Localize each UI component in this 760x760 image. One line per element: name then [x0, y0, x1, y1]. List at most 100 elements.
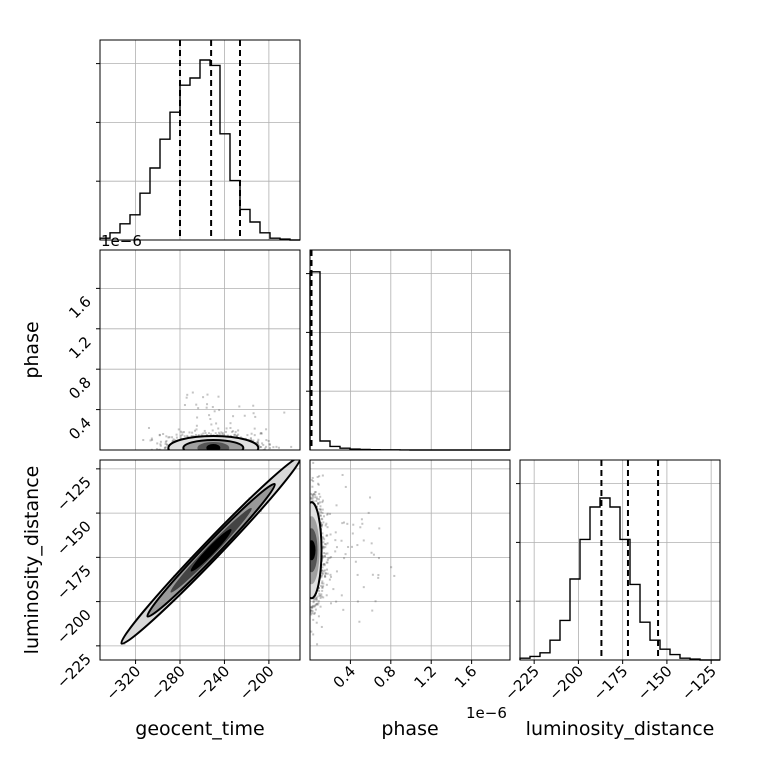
- panel-phase-vs-luminosity-distance-point: [332, 588, 335, 591]
- hist-panel-luminosity-distance-step: [519, 497, 720, 661]
- panel-phase-vs-luminosity-distance-point: [351, 545, 354, 548]
- panel-phase-vs-luminosity-distance-point: [314, 491, 317, 494]
- panel-phase-vs-luminosity-distance-point: [310, 609, 313, 612]
- panel-phase-vs-luminosity-distance-point: [317, 502, 320, 505]
- panel-geocent-time-vs-phase-point: [218, 409, 221, 412]
- panel-geocent-time-vs-phase-point: [197, 407, 200, 410]
- panel-phase-vs-luminosity-distance-point: [325, 594, 328, 597]
- x-tick-label-phase: 0.8: [370, 662, 400, 692]
- panel-phase-vs-luminosity-distance-point: [322, 547, 325, 550]
- panel-phase-vs-luminosity-distance-point: [324, 546, 327, 549]
- panel-phase-vs-luminosity-distance-point: [344, 485, 347, 488]
- panel-geocent-time-vs-phase-point: [211, 405, 214, 408]
- panel-geocent-time-vs-phase-point: [225, 427, 228, 430]
- y-tick-label-luminosity-distance: −200: [53, 606, 95, 648]
- panel-phase-vs-luminosity-distance-point: [319, 521, 322, 524]
- panel-geocent-time-vs-phase-point: [272, 446, 275, 449]
- panel-phase-vs-luminosity-distance-point: [311, 494, 314, 497]
- y-tick-label-luminosity-distance: −150: [53, 517, 95, 559]
- panel-phase-vs-luminosity-distance-point: [335, 504, 338, 507]
- panel-phase-vs-luminosity-distance-point: [323, 563, 326, 566]
- panel-phase-vs-luminosity-distance-point: [341, 473, 344, 476]
- y-axis-label-luminosity-distance: luminosity_distance: [21, 466, 43, 655]
- panel-phase-vs-luminosity-distance-point: [326, 513, 329, 516]
- panel-phase-vs-luminosity-distance-point: [322, 582, 325, 585]
- x-tick-label-luminosity-distance: −175: [590, 662, 632, 704]
- panel-geocent-time-vs-phase-point: [268, 443, 271, 446]
- panel-geocent-time-vs-phase-point: [268, 447, 271, 450]
- panel-geocent-time-vs-phase-point: [194, 433, 197, 436]
- panel-phase-vs-luminosity-distance-point: [321, 569, 324, 572]
- panel-phase-vs-luminosity-distance-point: [328, 578, 331, 581]
- panel-geocent-time-vs-phase-point: [186, 435, 189, 438]
- panel-geocent-time-vs-phase-point: [277, 446, 280, 449]
- panel-geocent-time-vs-phase-point: [159, 444, 162, 447]
- panel-phase-vs-luminosity-distance-point: [315, 603, 318, 606]
- panel-phase-vs-luminosity-distance-point: [315, 500, 318, 503]
- panel-geocent-time-vs-phase-point: [259, 432, 262, 435]
- panel-geocent-time-vs-phase-point: [200, 433, 203, 436]
- panel-phase-vs-luminosity-distance-point: [320, 523, 323, 526]
- panel-phase-vs-luminosity-distance-point: [315, 597, 318, 600]
- panel-phase-vs-luminosity-distance-point: [321, 501, 324, 504]
- panel-phase-vs-luminosity-distance-point: [320, 511, 323, 514]
- panel-phase-vs-luminosity-distance-point: [310, 630, 313, 633]
- panel-phase-vs-luminosity-distance-point: [324, 575, 327, 578]
- panel-phase-vs-luminosity-distance-point: [310, 610, 312, 613]
- panel-phase-vs-luminosity-distance-point: [342, 608, 345, 611]
- panel-phase-vs-luminosity-distance-point: [319, 594, 322, 597]
- panel-phase-vs-luminosity-distance-point: [322, 572, 325, 575]
- panel-phase-vs-luminosity-distance-point: [312, 601, 315, 604]
- panel-geocent-time-vs-phase-point: [197, 434, 200, 437]
- panel-geocent-time-vs-phase-contour: [167, 434, 260, 450]
- panel-phase-vs-luminosity-distance-point: [319, 495, 322, 498]
- panel-phase-vs-luminosity-distance-point: [313, 611, 316, 614]
- panel-geocent-time-vs-phase-point: [190, 434, 193, 437]
- panel-geocent-time-vs-phase-point: [221, 432, 224, 435]
- panel-geocent-time-vs-phase-point: [215, 422, 218, 425]
- panel-phase-vs-luminosity-distance-point: [326, 559, 329, 562]
- panel-phase-vs-luminosity-distance-point: [370, 551, 373, 554]
- panel-phase-vs-luminosity-distance-point: [347, 545, 350, 548]
- panel-phase-vs-luminosity-distance-point: [321, 532, 324, 535]
- panel-phase-vs-luminosity-distance-point: [323, 538, 326, 541]
- panel-phase-vs-luminosity-distance-point: [312, 600, 315, 603]
- panel-phase-vs-luminosity-distance-point: [321, 499, 324, 502]
- panel-phase-vs-luminosity-distance-point: [330, 575, 333, 578]
- y-tick-label-phase: 0.4: [65, 414, 95, 444]
- x-tick-label-luminosity-distance: −125: [678, 662, 720, 704]
- panel-geocent-time-vs-phase-point: [162, 432, 165, 435]
- panel-geocent-time-vs-phase-point: [217, 431, 220, 434]
- panel-geocent-time-vs-phase-point: [179, 434, 182, 437]
- panel-geocent-time-vs-luminosity-distance: [99, 459, 301, 661]
- y-tick-label-phase: 1.6: [65, 292, 95, 322]
- panel-geocent-time-vs-phase-point: [177, 428, 180, 431]
- panel-geocent-time-vs-phase-point: [206, 403, 209, 406]
- panel-phase-vs-luminosity-distance-point: [311, 476, 314, 479]
- panel-phase-vs-luminosity-distance-point: [329, 573, 332, 576]
- panel-phase-vs-luminosity-distance-point: [367, 511, 370, 514]
- panel-phase-vs-luminosity-distance-point: [318, 513, 321, 516]
- panel-phase-vs-luminosity-distance-point: [315, 621, 318, 624]
- panel-phase-vs-luminosity-distance-point: [371, 609, 374, 612]
- panel-geocent-time-vs-phase-point: [246, 434, 249, 437]
- panel-geocent-time-vs-phase-point: [258, 444, 261, 447]
- x-axis-label-phase: phase: [381, 718, 438, 740]
- x-tick-label-geocent-time: −320: [103, 662, 145, 704]
- panel-geocent-time-vs-phase-point: [256, 441, 259, 444]
- panel-geocent-time-vs-phase-point: [226, 434, 229, 437]
- panel-phase-vs-luminosity-distance-point: [321, 586, 324, 589]
- x-tick-label-phase: 1.6: [451, 662, 481, 692]
- panel-geocent-time-vs-phase-points: [142, 391, 293, 450]
- panel-phase-vs-luminosity-distance-point: [320, 569, 323, 572]
- panel-geocent-time-vs-phase-point: [193, 429, 196, 432]
- panel-geocent-time-vs-phase-point: [195, 424, 198, 427]
- panel-geocent-time-vs-phase-point: [224, 430, 227, 433]
- panel-geocent-time-vs-luminosity-distance-contour: [146, 482, 276, 618]
- panel-phase-vs-luminosity-distance-point: [315, 598, 318, 601]
- panel-phase-vs-luminosity-distance-density-level: [310, 540, 316, 561]
- panel-geocent-time-vs-phase-point: [257, 440, 260, 443]
- panel-geocent-time-vs-phase-point: [275, 445, 278, 448]
- panel-phase-vs-luminosity-distance-points: [310, 461, 396, 646]
- panel-geocent-time-vs-phase-point: [181, 433, 184, 436]
